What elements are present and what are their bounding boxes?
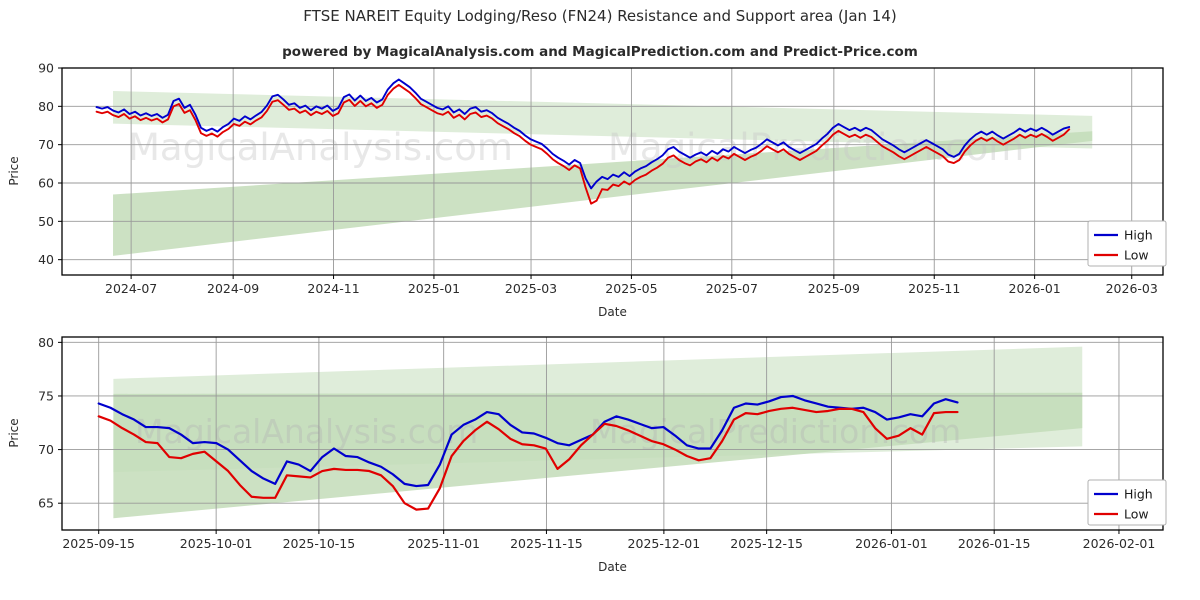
- overview-y-tick-label: 80: [38, 99, 54, 114]
- detail-x-tick-label: 2025-11-15: [510, 536, 583, 551]
- detail-x-axis-label: Date: [598, 560, 627, 574]
- detail-series-high: [97, 394, 959, 488]
- overview-x-axis-label: Date: [598, 305, 627, 319]
- detail-x-tick-label: 2026-01-15: [958, 536, 1031, 551]
- detail-y-tick-label: 70: [38, 442, 54, 457]
- overview-legend-label-low: Low: [1124, 248, 1149, 263]
- detail-legend-label-high: High: [1124, 487, 1153, 502]
- overview-y-tick-label: 70: [38, 137, 54, 152]
- overview-resistance-area: [113, 91, 1093, 149]
- detail-legend-label-low: Low: [1124, 507, 1149, 522]
- overview-x-tick-label: 2024-11: [307, 281, 359, 296]
- overview-y-tick-label: 90: [38, 61, 54, 76]
- overview-x-tick-label: 2025-11: [908, 281, 960, 296]
- overview-y-axis-label: Price: [7, 155, 21, 186]
- detail-chart-panel: MagicalAnalysis.com MagicalPrediction.com…: [0, 325, 1200, 590]
- detail-x-tick-label: 2025-10-15: [283, 536, 356, 551]
- detail-plot-border: [61, 336, 1164, 531]
- watermark-magicalprediction: MagicalPrediction.com: [590, 412, 961, 451]
- overview-y-tick-label: 50: [38, 214, 54, 229]
- overview-x-tick-label: 2024-09: [207, 281, 259, 296]
- overview-plot-border: [61, 67, 1164, 276]
- detail-series-low: [97, 406, 959, 511]
- overview-support-area: [113, 131, 1093, 256]
- watermark-magicalanalysis: MagicalAnalysis.com: [128, 126, 513, 169]
- detail-y-tick-label: 65: [38, 496, 54, 511]
- page-subtitle: powered by MagicalAnalysis.com and Magic…: [282, 44, 918, 60]
- detail-x-tick-label: 2025-12-01: [628, 536, 701, 551]
- overview-y-tick-label: 40: [38, 252, 54, 267]
- overview-y-tick-label: 60: [38, 176, 54, 191]
- detail-y-tick-label: 80: [38, 335, 54, 350]
- detail-x-tick-label: 2026-01-01: [855, 536, 928, 551]
- detail-x-tick-label: 2025-11-01: [407, 536, 480, 551]
- detail-support-area: [113, 392, 1083, 519]
- overview-x-tick-label: 2025-03: [505, 281, 557, 296]
- detail-x-tick-label: 2025-09-15: [62, 536, 135, 551]
- detail-x-tick-label: 2025-12-15: [730, 536, 803, 551]
- overview-chart-svg: MagicalAnalysis.com MagicalPrediction.com…: [38, 61, 1167, 296]
- detail-x-tick-label: 2025-10-01: [180, 536, 253, 551]
- overview-x-tick-label: 2026-03: [1106, 281, 1158, 296]
- overview-series-high: [95, 78, 1071, 190]
- detail-x-tick-label: 2026-02-01: [1083, 536, 1156, 551]
- detail-y-tick-label: 75: [38, 388, 54, 403]
- overview-x-tick-label: 2025-05: [605, 281, 657, 296]
- overview-x-tick-label: 2026-01: [1009, 281, 1061, 296]
- overview-chart-panel: MagicalAnalysis.com MagicalPrediction.com…: [0, 60, 1200, 315]
- overview-x-tick-label: 2024-07: [105, 281, 157, 296]
- overview-x-tick-label: 2025-01: [408, 281, 460, 296]
- page-title: FTSE NAREIT Equity Lodging/Reso (FN24) R…: [303, 7, 897, 25]
- overview-series-low: [95, 83, 1071, 205]
- overview-x-tick-label: 2025-09: [808, 281, 860, 296]
- overview-legend-label-high: High: [1124, 228, 1153, 243]
- watermark-magicalanalysis: MagicalAnalysis.com: [135, 412, 478, 451]
- detail-y-axis-label: Price: [7, 417, 21, 448]
- overview-x-tick-label: 2025-07: [706, 281, 758, 296]
- detail-chart-svg: MagicalAnalysis.com MagicalPrediction.com…: [38, 335, 1167, 551]
